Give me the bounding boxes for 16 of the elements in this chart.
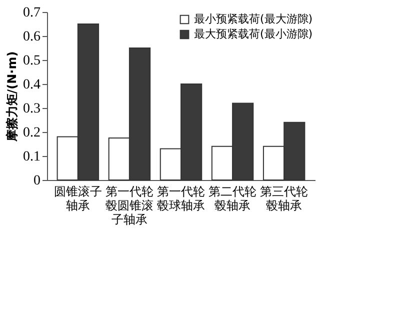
y-tick-label: 0.1 xyxy=(23,150,40,164)
x-tick-label: 第三代轮毂轴承 xyxy=(260,184,308,212)
x-tick-label: 第一代轮毂球轴承 xyxy=(157,184,205,212)
y-tick-label: 0.5 xyxy=(23,54,40,68)
legend-label: 最小预紧载荷(最大游隙) xyxy=(194,12,313,26)
y-axis-title: 摩擦力矩/(N·m) xyxy=(5,51,19,143)
y-tick-label: 0 xyxy=(34,174,40,188)
legend-label: 最大预紧载荷(最小游隙) xyxy=(194,28,313,40)
x-tick-label: 第二代轮毂轴承 xyxy=(208,184,257,212)
y-tick-label: 0.6 xyxy=(23,30,40,44)
y-tick-label: 0.4 xyxy=(23,78,40,92)
y-tick-label: 0.7 xyxy=(23,6,40,20)
y-tick-label: 0.3 xyxy=(23,102,40,116)
y-tick-label: 0.2 xyxy=(23,126,40,140)
x-tick-label: 圆锥滚子轴承 xyxy=(54,184,102,212)
x-tick-label: 第一代轮毂圆锥滚子轴承 xyxy=(105,184,154,226)
